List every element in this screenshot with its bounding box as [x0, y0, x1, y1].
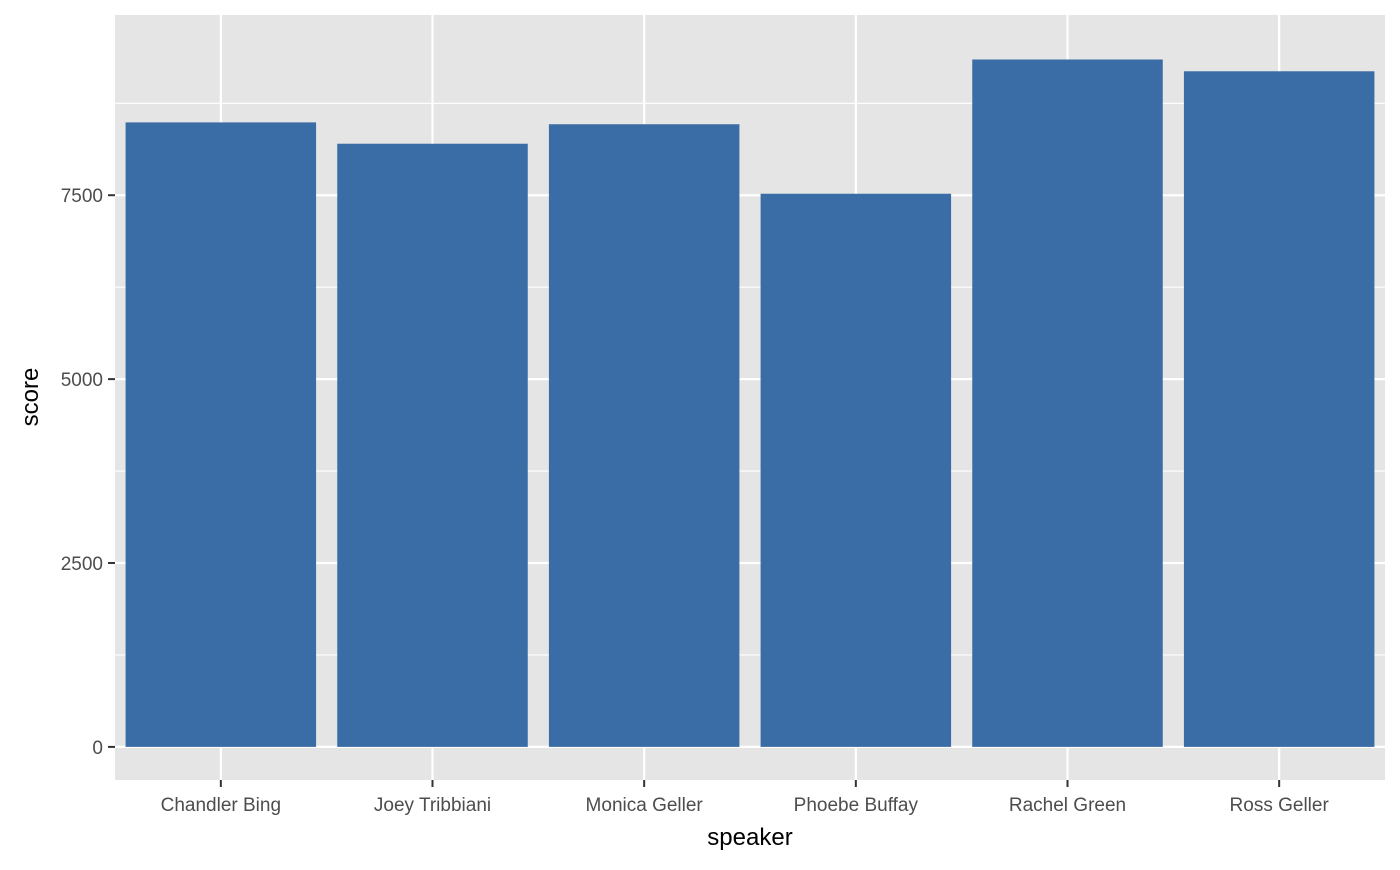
y-tick-label: 0 [92, 738, 103, 759]
y-axis-title: score [17, 368, 44, 427]
bar-phoebe-buffay [760, 193, 952, 747]
bar-rachel-green [972, 59, 1163, 747]
y-tick-label: 7500 [61, 186, 103, 207]
x-tick-label: Monica Geller [586, 795, 704, 816]
y-axis: 0 2500 5000 7500 [61, 186, 115, 759]
bar-joey-tribbiani [337, 143, 528, 747]
x-tick-label: Phoebe Buffay [794, 795, 919, 816]
x-tick-label: Rachel Green [1009, 795, 1126, 816]
bar-monica-geller [548, 124, 740, 747]
x-axis-title: speaker [707, 824, 792, 851]
x-tick-label: Joey Tribbiani [374, 795, 491, 816]
bar-ross-geller [1183, 71, 1375, 747]
bars [125, 59, 1375, 747]
plot-panel [115, 15, 1385, 780]
x-tick-label: Ross Geller [1230, 795, 1330, 816]
x-tick-label: Chandler Bing [161, 795, 281, 816]
bar-chandler-bing [125, 122, 317, 747]
minor-gridlines [115, 102, 1385, 656]
x-axis: Chandler Bing Joey Tribbiani Monica Geller… [161, 780, 1330, 816]
y-tick-label: 2500 [61, 554, 103, 575]
y-tick-label: 5000 [61, 370, 103, 391]
